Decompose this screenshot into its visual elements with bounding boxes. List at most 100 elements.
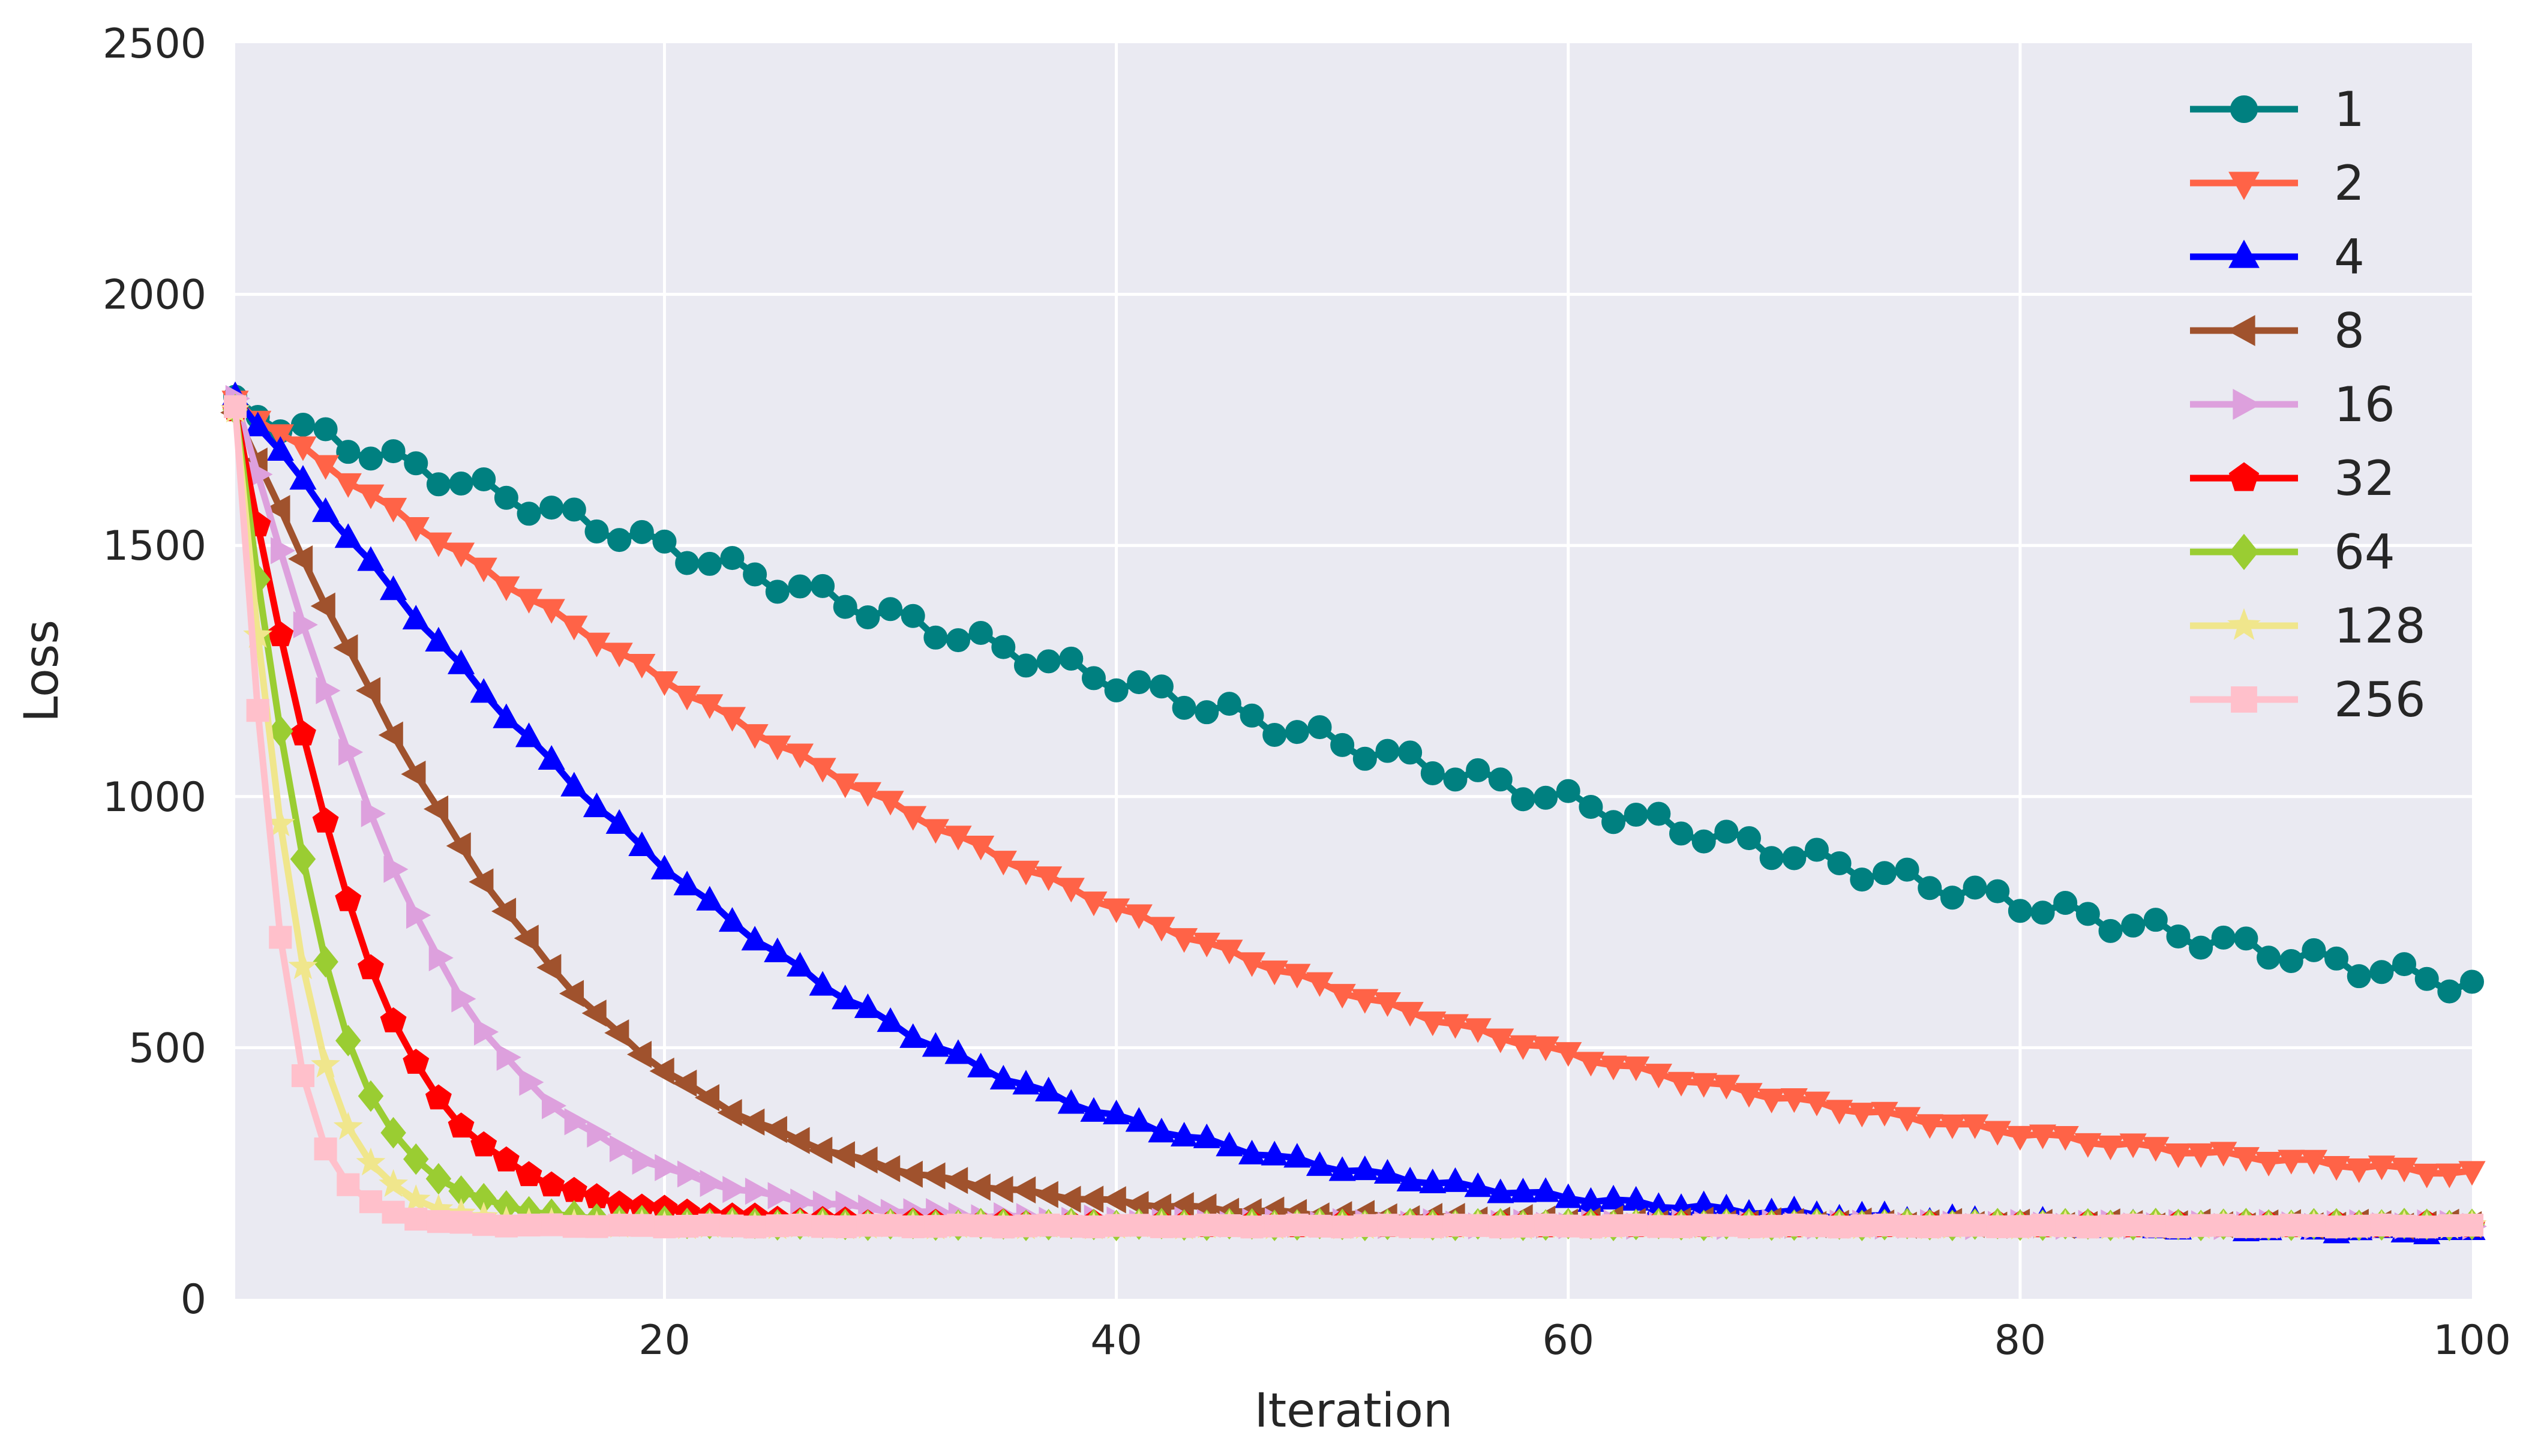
data-point: [878, 597, 903, 622]
data-point: [1240, 1215, 1264, 1239]
data-point: [1827, 851, 1852, 876]
data-point: [244, 412, 272, 437]
data-point: [2099, 1214, 2122, 1238]
data-point: [1419, 1168, 1447, 1193]
data-point: [1511, 787, 1535, 812]
legend-label: 4: [2334, 229, 2365, 285]
data-point: [290, 412, 315, 437]
data-point: [357, 954, 384, 980]
data-point: [1373, 1158, 1402, 1184]
data-point: [1918, 1215, 1942, 1239]
data-point: [382, 1200, 405, 1224]
data-point: [786, 951, 814, 977]
data-point: [1150, 1215, 1173, 1238]
data-point: [2438, 1214, 2461, 1238]
data-point: [2008, 899, 2032, 923]
data-point: [1035, 1076, 1063, 1101]
data-point: [1826, 1100, 1853, 1125]
data-point: [1872, 861, 1897, 885]
data-point: [560, 771, 588, 797]
data-point: [2029, 1124, 2057, 1149]
data-point: [765, 580, 790, 604]
data-point: [358, 446, 383, 471]
legend-item: 8: [2190, 303, 2365, 359]
data-point: [426, 472, 451, 497]
data-point: [335, 1025, 361, 1056]
data-point: [649, 1057, 674, 1085]
data-point: [854, 782, 881, 807]
data-point: [313, 945, 338, 978]
data-point: [2051, 1126, 2079, 1151]
data-point: [901, 604, 925, 628]
data-point: [1669, 1215, 1693, 1238]
data-point: [2166, 924, 2191, 949]
data-point: [853, 1146, 878, 1174]
data-point: [361, 800, 386, 827]
data-point: [2257, 945, 2281, 970]
data-point: [2119, 1133, 2147, 1158]
data-point: [741, 926, 769, 951]
data-point: [493, 1146, 520, 1172]
data-point: [1263, 1214, 1286, 1238]
data-point: [1602, 1214, 1625, 1238]
data-point: [2053, 890, 2078, 915]
data-point: [1509, 1178, 1537, 1203]
data-point: [2189, 1214, 2213, 1237]
data-point: [403, 1143, 429, 1175]
data-point: [493, 576, 520, 601]
data-point: [721, 1214, 744, 1238]
data-point: [1601, 810, 1626, 834]
y-tick-label: 1500: [103, 523, 206, 570]
data-point: [1124, 1191, 1149, 1218]
data-point: [1216, 939, 1243, 965]
plot-background: [235, 43, 2472, 1299]
data-point: [246, 699, 269, 722]
legend-marker: [2230, 95, 2258, 123]
legend-label: 1: [2334, 82, 2365, 137]
data-point: [1216, 1131, 1243, 1157]
data-point: [401, 760, 426, 788]
data-point: [559, 980, 584, 1007]
data-point: [969, 1214, 992, 1238]
data-point: [312, 455, 340, 480]
data-point: [449, 1211, 473, 1234]
data-point: [562, 497, 586, 522]
y-tick-label: 1000: [103, 774, 206, 821]
data-point: [381, 439, 406, 464]
data-point: [1285, 720, 1309, 744]
data-point: [1759, 846, 1784, 870]
data-point: [2212, 1214, 2235, 1237]
data-point: [289, 436, 317, 461]
data-point: [2415, 1215, 2438, 1239]
data-point: [1511, 1214, 1535, 1238]
data-point: [2390, 1157, 2418, 1182]
data-point: [965, 1173, 991, 1201]
legend-label: 128: [2334, 598, 2426, 654]
data-point: [1103, 1100, 1130, 1125]
data-point: [1037, 1213, 1060, 1237]
legend-label: 16: [2334, 377, 2395, 433]
data-point: [1261, 1140, 1288, 1166]
legend-marker: [2227, 608, 2261, 640]
data-point: [991, 635, 1016, 659]
data-point: [2143, 908, 2168, 932]
data-point: [1466, 758, 1490, 782]
data-point: [673, 686, 701, 711]
data-point: [1712, 1074, 1740, 1100]
data-point: [402, 517, 430, 542]
data-point: [338, 738, 364, 766]
data-point: [406, 902, 431, 929]
data-point: [811, 1215, 835, 1238]
legend-marker: [2228, 462, 2260, 491]
data-point: [265, 495, 290, 523]
data-point: [1985, 879, 2010, 903]
data-point: [856, 605, 880, 629]
data-point: [1035, 866, 1063, 891]
data-point: [946, 1213, 970, 1237]
data-point: [1285, 1213, 1309, 1236]
data-point: [2279, 948, 2303, 973]
data-point: [2460, 969, 2484, 994]
data-point: [290, 843, 316, 875]
data-point: [1667, 1071, 1695, 1097]
data-point: [1690, 1073, 1718, 1098]
